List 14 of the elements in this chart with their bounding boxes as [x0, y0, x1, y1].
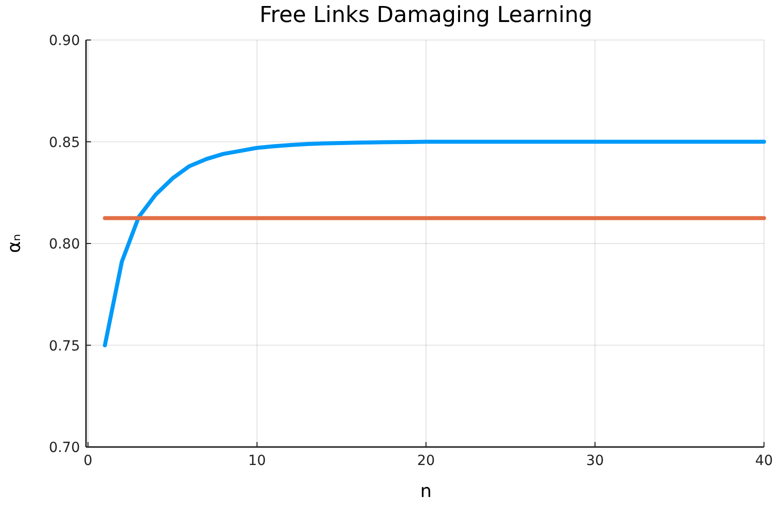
y-tick-label: 0.75 [48, 338, 80, 354]
y-tick-label: 0.80 [48, 236, 80, 252]
x-tick-label: 0 [84, 453, 92, 469]
y-axis-title: αₙ [4, 234, 25, 254]
y-tick-label: 0.70 [48, 440, 80, 456]
chart-title: Free Links Damaging Learning [259, 3, 593, 28]
x-axis-title: n [420, 481, 432, 502]
x-tick-label: 30 [586, 453, 604, 469]
y-tick-label: 0.85 [48, 134, 80, 151]
line-series [102, 140, 766, 348]
x-tick-label: 40 [755, 453, 773, 469]
x-tick-label: 20 [417, 453, 435, 469]
x-tick-label: 10 [248, 453, 266, 469]
y-tick-label: 0.90 [48, 33, 80, 49]
